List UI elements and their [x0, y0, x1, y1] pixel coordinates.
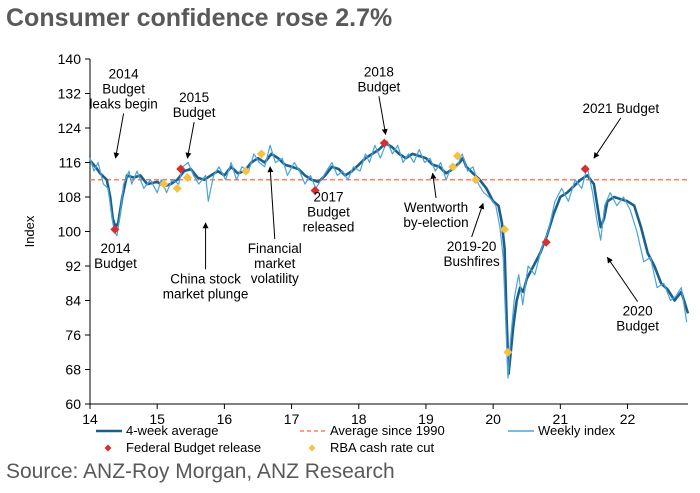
annotation-abushfires: 2019-20: [447, 239, 497, 254]
rba-cash-rate-cut-marker: [503, 347, 513, 357]
x-tick-label: 18: [351, 411, 367, 427]
annotation-a2017budget: 2017: [314, 189, 344, 204]
annotation-achina: China stock: [170, 271, 241, 286]
x-tick-label: 14: [82, 411, 98, 427]
series-weekly-index: [89, 140, 688, 379]
annotation-afinancial: market: [254, 256, 296, 271]
y-axis-label: Index: [22, 215, 37, 247]
x-tick-label: 20: [485, 411, 501, 427]
legend-4-week-average-label: 4-week average: [126, 423, 219, 438]
y-tick-label: 140: [58, 51, 82, 67]
legend-federal-budget-release-label: Federal Budget release: [126, 440, 261, 455]
legend-rba-cash-rate-cut-swatch: [308, 444, 316, 452]
annotation-a2020budget: 2020: [623, 304, 653, 319]
y-tick-label: 132: [58, 86, 82, 102]
rba-cash-rate-cut-marker: [172, 183, 182, 193]
y-tick-label: 84: [65, 293, 81, 309]
y-tick-label: 68: [65, 362, 81, 378]
source-note: Source: ANZ-Roy Morgan, ANZ Research: [6, 460, 395, 483]
rba-cash-rate-cut-marker: [182, 173, 192, 183]
annotation-awentworth: Wentworth: [404, 200, 468, 215]
annotation-arrow-afinancial: [267, 166, 276, 240]
annotation-awentworth: by-election: [403, 215, 468, 230]
annotation-a2014leaks: 2014: [109, 66, 140, 81]
annotation-a2014budget: Budget: [94, 256, 137, 271]
annotation-a2014leaks: leaks begin: [89, 96, 157, 111]
x-tick-label: 16: [217, 411, 233, 427]
y-tick-label: 76: [65, 327, 81, 343]
federal-budget-release-marker: [176, 164, 186, 174]
annotation-a2020budget: Budget: [616, 319, 659, 334]
annotation-arrow-a2020budget: [606, 256, 639, 302]
rba-cash-rate-cut-marker: [471, 175, 481, 185]
rba-cash-rate-cut-marker: [500, 224, 510, 234]
x-tick-label: 22: [620, 411, 636, 427]
x-tick-label: 15: [149, 411, 165, 427]
rba-cash-rate-cut-marker: [453, 151, 463, 161]
y-tick-label: 100: [58, 224, 82, 240]
federal-budget-release-marker: [110, 224, 120, 234]
annotation-a2015budget: Budget: [173, 105, 216, 120]
annotation-a2018budget: Budget: [358, 79, 401, 94]
x-tick-label: 17: [284, 411, 300, 427]
legend-weekly-index-label: Weekly index: [538, 423, 616, 438]
federal-budget-release-marker: [310, 186, 320, 196]
y-tick-label: 92: [65, 258, 81, 274]
rba-cash-rate-cut-marker: [159, 179, 169, 189]
annotation-afinancial: Financial: [248, 241, 302, 256]
legend-average-since-1990-label: Average since 1990: [330, 423, 445, 438]
chart-title: Consumer confidence rose 2.7%: [6, 4, 393, 32]
x-tick-label: 19: [418, 411, 434, 427]
annotation-a2018budget: 2018: [364, 64, 394, 79]
annotation-afinancial: volatility: [251, 271, 299, 286]
rba-cash-rate-cut-marker: [241, 166, 251, 176]
annotation-arrow-abushfires: [471, 202, 485, 238]
annotation-a2014leaks: Budget: [102, 81, 145, 96]
annotation-arrow-a2018budget: [378, 96, 388, 136]
federal-budget-release-marker: [580, 164, 590, 174]
y-tick-label: 60: [65, 396, 81, 412]
legend-federal-budget-release-swatch: [104, 444, 112, 452]
annotation-a2021budget: 2021 Budget: [583, 101, 660, 116]
y-tick-label: 124: [58, 120, 82, 136]
legend-rba-cash-rate-cut-label: RBA cash rate cut: [330, 440, 434, 455]
annotation-abushfires: Bushfires: [444, 254, 501, 269]
y-tick-label: 116: [59, 155, 82, 171]
annotation-achina: market plunge: [163, 286, 249, 301]
y-tick-label: 108: [58, 189, 82, 205]
federal-budget-release-marker: [541, 237, 551, 247]
annotation-arrow-a2021budget: [593, 117, 622, 159]
annotation-a2015budget: 2015: [179, 90, 209, 105]
rba-cash-rate-cut-marker: [448, 162, 458, 172]
annotation-a2017budget: released: [303, 219, 355, 234]
annotation-arrow-a2014leaks: [113, 113, 125, 159]
annotation-a2017budget: Budget: [307, 204, 350, 219]
annotation-a2014budget: 2014: [101, 241, 132, 256]
x-tick-label: 21: [553, 411, 569, 427]
rba-cash-rate-cut-marker: [256, 149, 266, 159]
federal-budget-release-marker: [379, 138, 389, 148]
annotation-arrow-a2015budget: [185, 122, 195, 159]
annotation-arrow-awentworth: [430, 172, 437, 199]
